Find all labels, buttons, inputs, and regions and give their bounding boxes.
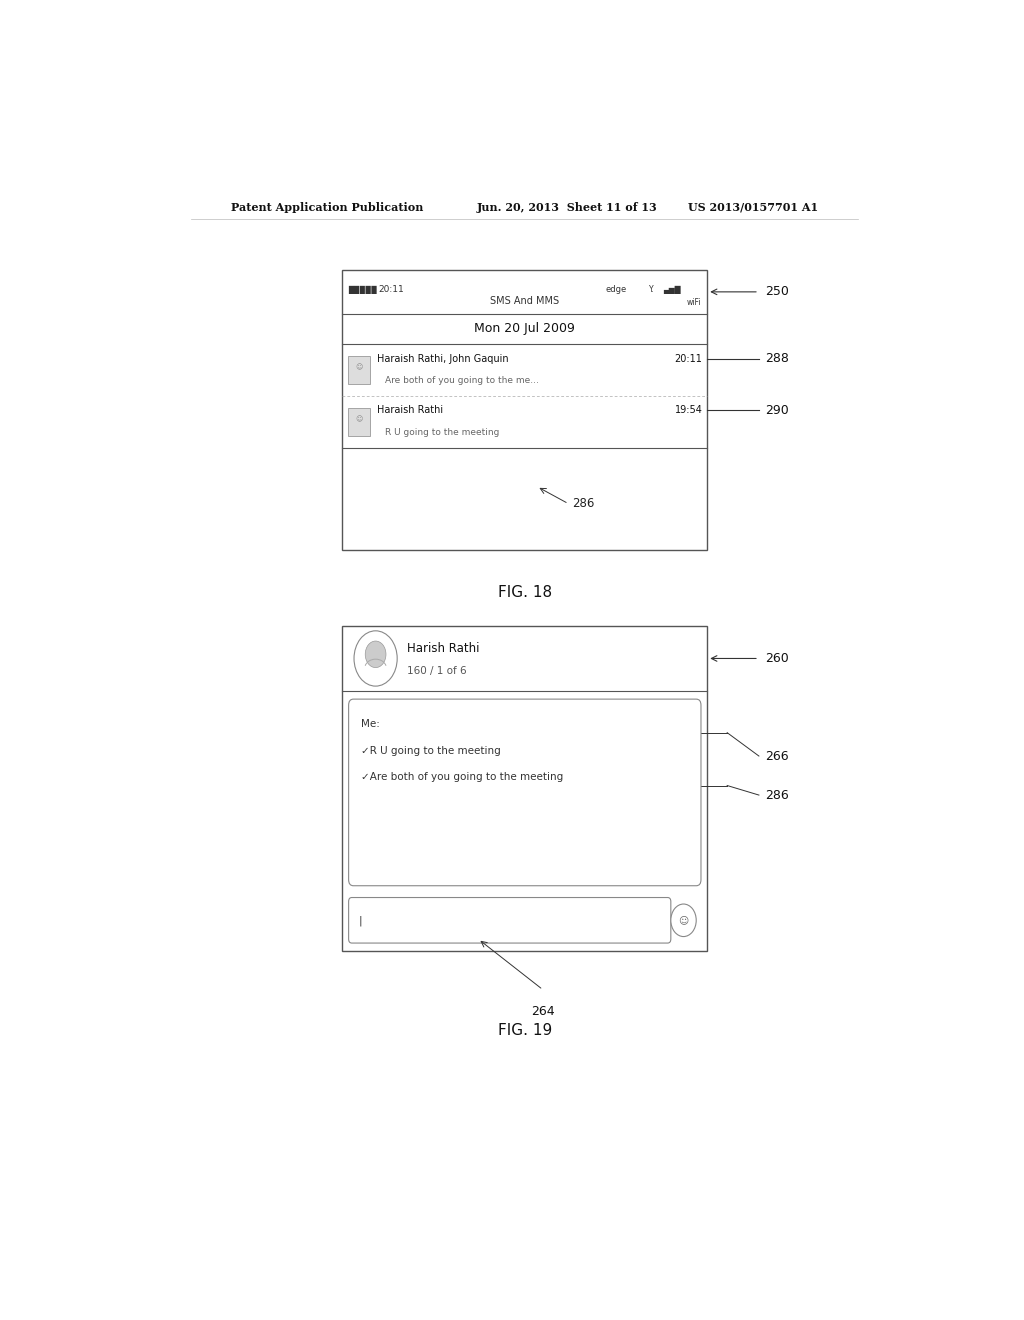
Text: edge: edge [605,285,627,294]
Text: ▄▆█: ▄▆█ [664,285,681,294]
Text: FIG. 19: FIG. 19 [498,1023,552,1038]
Text: Jun. 20, 2013  Sheet 11 of 13: Jun. 20, 2013 Sheet 11 of 13 [477,202,658,213]
Text: Harish Rathi: Harish Rathi [408,643,480,655]
FancyBboxPatch shape [348,356,370,384]
Text: 260: 260 [765,652,790,665]
Text: 288: 288 [765,352,790,366]
FancyBboxPatch shape [342,626,708,952]
FancyBboxPatch shape [348,898,671,942]
Text: Haraish Rathi, John Gaquin: Haraish Rathi, John Gaquin [377,354,509,364]
FancyBboxPatch shape [348,700,701,886]
Text: 19:54: 19:54 [675,405,702,416]
Text: Are both of you going to the me...: Are both of you going to the me... [385,376,539,385]
Text: 286: 286 [765,788,790,801]
Text: SMS And MMS: SMS And MMS [490,296,559,305]
Text: Haraish Rathi: Haraish Rathi [377,405,443,416]
Text: █▉▉▉▉: █▉▉▉▉ [348,285,378,294]
Text: 160 / 1 of 6: 160 / 1 of 6 [408,667,467,676]
Text: 20:11: 20:11 [675,354,702,364]
Text: Patent Application Publication: Patent Application Publication [231,202,424,213]
Text: US 2013/0157701 A1: US 2013/0157701 A1 [688,202,818,213]
Text: Me:: Me: [361,719,380,730]
Circle shape [366,642,386,668]
Text: 266: 266 [765,750,788,763]
Text: 286: 286 [572,498,595,511]
FancyBboxPatch shape [348,408,370,436]
Text: ✓R U going to the meeting: ✓R U going to the meeting [361,746,501,756]
Circle shape [354,631,397,686]
Text: R U going to the meeting: R U going to the meeting [385,428,500,437]
Text: Y.: Y. [649,285,654,294]
Text: 250: 250 [765,285,790,298]
Text: Mon 20 Jul 2009: Mon 20 Jul 2009 [474,322,575,335]
Text: FIG. 18: FIG. 18 [498,585,552,599]
FancyBboxPatch shape [342,271,708,549]
Circle shape [671,904,696,937]
Text: ☺: ☺ [355,364,362,371]
Text: 20:11: 20:11 [378,285,403,294]
Text: |: | [358,915,361,925]
Text: wiFi: wiFi [686,298,701,308]
Text: 290: 290 [765,404,790,417]
Text: ✓Are both of you going to the meeting: ✓Are both of you going to the meeting [361,772,563,783]
Text: 264: 264 [531,1005,555,1018]
Text: ☺: ☺ [355,416,362,422]
Text: ☺: ☺ [679,915,688,925]
